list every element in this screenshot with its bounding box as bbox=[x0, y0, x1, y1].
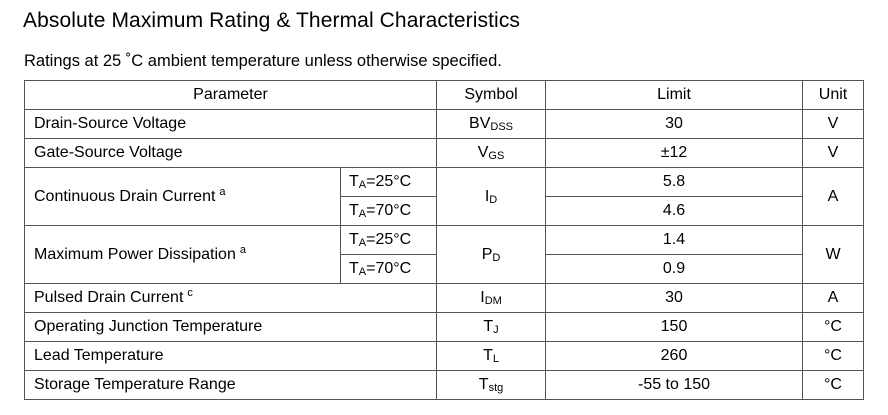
header-symbol: Symbol bbox=[436, 80, 547, 110]
page-title: Absolute Maximum Rating & Thermal Charac… bbox=[23, 9, 521, 32]
symbol-cell: TJ bbox=[436, 312, 547, 342]
symbol-sub: stg bbox=[488, 382, 504, 394]
condition-main: T bbox=[349, 260, 359, 277]
limit-cell: 5.8 bbox=[545, 167, 804, 197]
symbol-sub: D bbox=[492, 251, 501, 264]
table-row: Maximum Power Dissipation a TA=25°C PD 1.… bbox=[24, 225, 865, 284]
symbol-main: BV bbox=[469, 115, 491, 132]
symbol-cell: TL bbox=[436, 341, 547, 371]
unit-cell: A bbox=[802, 283, 865, 313]
condition-main: T bbox=[349, 231, 359, 248]
condition-sub: A bbox=[358, 237, 367, 249]
condition-sub: A bbox=[358, 179, 367, 191]
param-cell: Operating Junction Temperature bbox=[23, 312, 438, 342]
condition-value: =25°C bbox=[366, 173, 412, 190]
condition-value: =70°C bbox=[366, 202, 412, 219]
condition-value: =25°C bbox=[366, 231, 412, 248]
symbol-sub: GS bbox=[488, 150, 505, 162]
param-cell: Maximum Power Dissipation a bbox=[24, 225, 341, 284]
limit-cell: 1.4 bbox=[545, 225, 804, 255]
table-row: Drain-Source Voltage BVDSS 30 V bbox=[23, 109, 865, 139]
symbol-cell: BVDSS bbox=[436, 109, 547, 139]
unit-cell: W bbox=[802, 225, 865, 284]
condition-sub: A bbox=[358, 266, 367, 278]
symbol-main: P bbox=[481, 245, 493, 263]
header-unit: Unit bbox=[802, 80, 865, 110]
header-limit: Limit bbox=[545, 80, 804, 110]
limit-cell: 260 bbox=[545, 341, 804, 371]
unit-cell: °C bbox=[802, 312, 865, 342]
condition-cell: TA=70°C bbox=[339, 196, 438, 226]
table-row: TA=70°C 0.9 bbox=[25, 254, 864, 284]
table-row: Continuous Drain Current a TA=25°C ID 5.8… bbox=[24, 167, 865, 226]
symbol-main: T bbox=[483, 318, 494, 335]
symbol-sub: J bbox=[493, 324, 499, 336]
table-row: TA=70°C 4.6 bbox=[25, 196, 864, 226]
footnote-marker: c bbox=[187, 287, 193, 299]
condition-cell: TA=25°C bbox=[339, 167, 438, 197]
table-row: Operating Junction Temperature TJ 150 °C bbox=[23, 312, 865, 342]
condition-cell: TA=70°C bbox=[339, 254, 438, 284]
param-cell: Continuous Drain Current a bbox=[24, 167, 341, 226]
limit-cell: 30 bbox=[545, 283, 804, 313]
symbol-cell: PD bbox=[436, 225, 547, 284]
table-row: Lead Temperature TL 260 °C bbox=[23, 341, 865, 371]
limit-cell: -55 to 150 bbox=[545, 370, 804, 400]
param-cell: Pulsed Drain Current c bbox=[23, 283, 438, 313]
page-subtitle: Ratings at 25 ˚C ambient temperature unl… bbox=[24, 52, 502, 70]
param-label: Maximum Power Dissipation bbox=[34, 245, 236, 263]
limit-cell: 30 bbox=[545, 109, 804, 139]
footnote-marker: a bbox=[239, 243, 246, 256]
table-header-row: Parameter Symbol Limit Unit bbox=[23, 80, 865, 110]
param-cell: Lead Temperature bbox=[23, 341, 438, 371]
limit-cell: 4.6 bbox=[545, 196, 804, 226]
symbol-main: V bbox=[477, 144, 489, 161]
unit-cell: °C bbox=[802, 341, 865, 371]
condition-main: T bbox=[349, 202, 359, 219]
table-row: Pulsed Drain Current c IDM 30 A bbox=[23, 283, 865, 313]
param-cell: Drain-Source Voltage bbox=[23, 109, 438, 139]
symbol-main: T bbox=[483, 347, 493, 364]
limit-cell: 150 bbox=[545, 312, 804, 342]
condition-sub: A bbox=[358, 208, 367, 220]
param-cell: Gate-Source Voltage bbox=[23, 138, 438, 168]
symbol-sub: DM bbox=[484, 295, 502, 307]
symbol-main: T bbox=[478, 376, 489, 393]
footnote-marker: a bbox=[219, 185, 226, 198]
limit-cell: ±12 bbox=[545, 138, 804, 168]
unit-cell: °C bbox=[802, 370, 865, 400]
unit-cell: A bbox=[802, 167, 865, 226]
ratings-table: Parameter Symbol Limit Unit Drain-Source… bbox=[23, 80, 865, 400]
symbol-main: I bbox=[480, 289, 485, 306]
limit-cell: 0.9 bbox=[545, 254, 804, 284]
table-row: Gate-Source Voltage VGS ±12 V bbox=[23, 138, 865, 168]
symbol-cell: VGS bbox=[436, 138, 547, 168]
param-label: Pulsed Drain Current bbox=[34, 289, 184, 306]
symbol-sub: D bbox=[489, 193, 498, 206]
symbol-sub: L bbox=[492, 353, 499, 365]
symbol-main: I bbox=[484, 187, 490, 205]
param-cell: Storage Temperature Range bbox=[23, 370, 438, 400]
unit-cell: V bbox=[802, 109, 865, 139]
condition-value: =70°C bbox=[366, 260, 412, 277]
symbol-cell: Tstg bbox=[436, 370, 547, 400]
symbol-cell: ID bbox=[436, 167, 547, 226]
header-parameter: Parameter bbox=[23, 80, 438, 110]
symbol-cell: IDM bbox=[436, 283, 547, 313]
condition-main: T bbox=[349, 173, 359, 190]
table-row: Storage Temperature Range Tstg -55 to 15… bbox=[23, 370, 865, 400]
condition-cell: TA=25°C bbox=[339, 225, 438, 255]
unit-cell: V bbox=[802, 138, 865, 168]
param-label: Continuous Drain Current bbox=[34, 187, 216, 205]
symbol-sub: DSS bbox=[490, 121, 513, 133]
